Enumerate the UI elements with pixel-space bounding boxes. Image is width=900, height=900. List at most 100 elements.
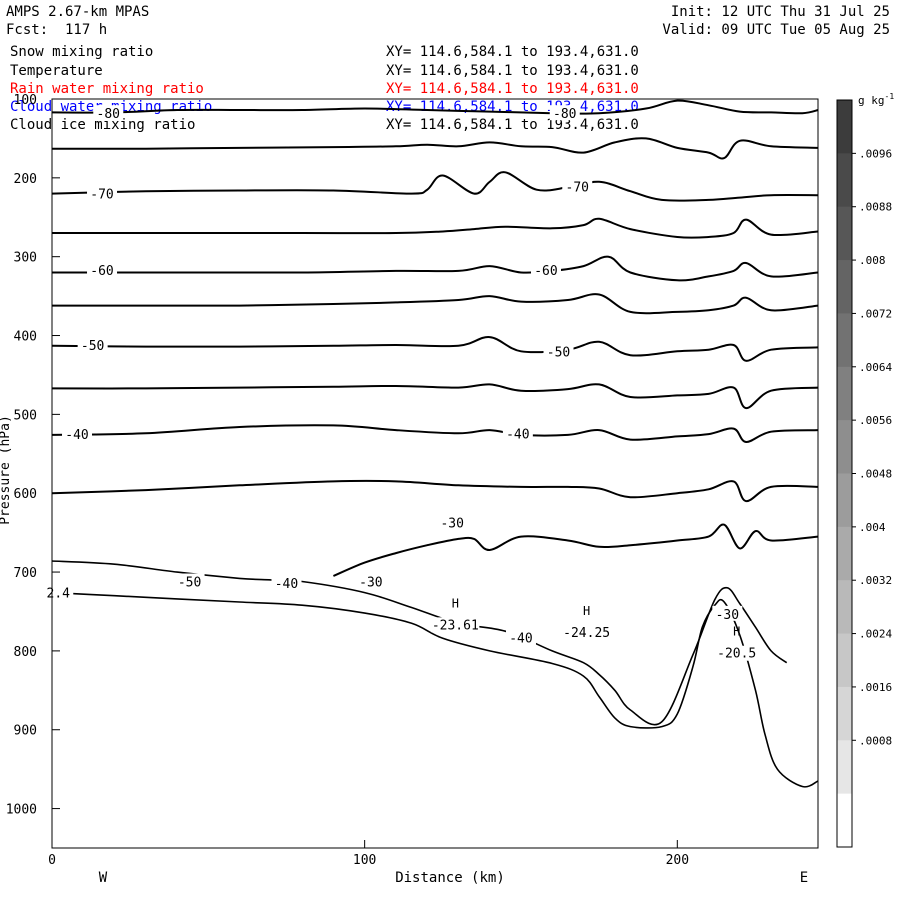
y-tick-label-600: 600 bbox=[14, 487, 37, 502]
contour-label-bg-5 bbox=[530, 262, 561, 278]
x-axis: 0 100 200 bbox=[48, 840, 689, 868]
isotherm-layer bbox=[51, 99, 819, 577]
contour-label-bg-8 bbox=[62, 426, 93, 442]
y-tick-label-200: 200 bbox=[14, 172, 37, 187]
high-marker-1: H bbox=[583, 604, 590, 618]
y-tick-label-300: 300 bbox=[14, 251, 37, 266]
contour-label-4: -60 bbox=[90, 264, 113, 279]
y-tick-label-500: 500 bbox=[14, 408, 37, 423]
contour-label-9: -40 bbox=[506, 427, 529, 442]
contour-label-bg-6 bbox=[77, 336, 108, 352]
isotherm-line-9 bbox=[51, 479, 819, 503]
contour-label-bg-3 bbox=[562, 178, 593, 194]
colorbar-label-8: .0032 bbox=[859, 574, 892, 587]
contour-label-7: -50 bbox=[547, 345, 570, 360]
contour-label-bg-10 bbox=[437, 514, 468, 530]
isotherm-line-4 bbox=[51, 255, 819, 282]
extremum-value-1: -24.25 bbox=[563, 626, 610, 641]
colorbar-label-11: .0008 bbox=[859, 734, 892, 747]
isotherm-line-1 bbox=[51, 137, 819, 160]
colorbar-swatch-6 bbox=[837, 420, 852, 474]
extremum-bg-1 bbox=[562, 625, 611, 641]
x-axis-label: Distance (km) bbox=[395, 870, 505, 886]
contour-label-15: -30 bbox=[716, 608, 739, 623]
isotherm-line-7 bbox=[51, 383, 819, 410]
surface-contour-0 bbox=[51, 591, 819, 788]
y-tick-label-400: 400 bbox=[14, 330, 37, 345]
extremum-bg-2 bbox=[712, 645, 761, 661]
y-tick-label-800: 800 bbox=[14, 645, 37, 660]
x-tick-label-200: 200 bbox=[666, 853, 689, 868]
colorbar-label-4: .0064 bbox=[859, 361, 892, 374]
y-tick-label-700: 700 bbox=[14, 566, 37, 581]
contour-label-1: -80 bbox=[553, 107, 576, 122]
colorbar-swatch-2 bbox=[837, 206, 852, 261]
isotherm-line-10 bbox=[333, 523, 819, 577]
isotherm-line-8 bbox=[51, 424, 819, 443]
extremum-value-2: -20.5 bbox=[717, 647, 756, 662]
contour-label-14: -40 bbox=[509, 631, 532, 646]
contour-label-bg-7 bbox=[543, 343, 574, 359]
field-temperature-xy: XY= 114.6,584.1 to 193.4,631.0 bbox=[386, 63, 639, 79]
y-tick-label-100: 100 bbox=[14, 93, 37, 108]
init-time: Init: 12 UTC Thu 31 Jul 25 bbox=[670, 4, 890, 20]
field-rain-xy: XY= 114.6,584.1 to 193.4,631.0 bbox=[386, 81, 639, 97]
contour-label-layer: -80 -80 -70 -70 -60 -60 -50 -50 -40 -40 -30 -50 -40 -… bbox=[43, 105, 761, 662]
colorbar-label-9: .0024 bbox=[859, 628, 892, 641]
colorbar-label-6: .0048 bbox=[859, 468, 892, 481]
contour-label-16: 2.4 bbox=[47, 587, 71, 602]
model-title: AMPS 2.67-km MPAS bbox=[6, 4, 150, 20]
field-cloudice-xy: XY= 114.6,584.1 to 193.4,631.0 bbox=[386, 117, 639, 133]
contour-label-11: -50 bbox=[178, 576, 201, 591]
extremum-value-0: -23.61 bbox=[432, 618, 479, 633]
contour-label-13: -30 bbox=[359, 576, 382, 591]
contour-label-bg-11 bbox=[174, 573, 205, 589]
field-cloudice-name: Cloud ice mixing ratio bbox=[10, 117, 196, 133]
contour-label-5: -60 bbox=[534, 264, 557, 279]
contour-label-bg-13 bbox=[355, 573, 386, 589]
plot-frame bbox=[51, 98, 819, 849]
colorbar-swatch-13 bbox=[837, 793, 852, 848]
contour-label-bg-14 bbox=[505, 629, 536, 645]
direction-east: E bbox=[800, 870, 808, 886]
field-snow-name: Snow mixing ratio bbox=[10, 44, 154, 60]
colorbar-swatch-11 bbox=[837, 686, 852, 741]
colorbar-swatch-10 bbox=[837, 633, 852, 688]
colorbar-swatch-3 bbox=[837, 260, 852, 314]
surface-contour-1 bbox=[51, 560, 788, 726]
y-tick-label-1000: 1000 bbox=[6, 803, 37, 818]
colorbar-swatch-8 bbox=[837, 526, 852, 581]
colorbar-swatch-4 bbox=[837, 313, 852, 368]
y-tick-label-900: 900 bbox=[14, 724, 37, 739]
isotherm-line-6 bbox=[51, 336, 819, 362]
colorbar-unit: g kg-1 bbox=[858, 92, 894, 107]
high-marker-0: H bbox=[452, 596, 459, 610]
contour-label-bg-15 bbox=[712, 605, 743, 621]
colorbar-label-3: .0072 bbox=[859, 307, 892, 320]
colorbar-swatch-9 bbox=[837, 580, 852, 635]
contour-label-0: -80 bbox=[97, 107, 120, 122]
field-snow-xy: XY= 114.6,584.1 to 193.4,631.0 bbox=[386, 44, 639, 60]
field-temperature-name: Temperature bbox=[10, 63, 103, 79]
y-axis-label: Pressure (hPa) bbox=[0, 415, 13, 525]
isotherm-line-5 bbox=[52, 293, 819, 315]
contour-label-bg-0 bbox=[93, 105, 124, 121]
contour-label-bg-16 bbox=[43, 584, 74, 600]
colorbar-swatch-5 bbox=[837, 366, 852, 421]
colorbar-label-2: .008 bbox=[859, 254, 886, 267]
direction-west: W bbox=[99, 870, 108, 886]
surface-layer bbox=[51, 560, 819, 788]
colorbar-label-1: .0088 bbox=[859, 201, 892, 214]
contour-label-3: -70 bbox=[566, 181, 589, 196]
contour-label-bg-2 bbox=[87, 185, 118, 201]
y-axis: 100 200 300 400 500 600 700 800 900 1000 bbox=[6, 93, 60, 818]
isotherm-line-0 bbox=[51, 99, 819, 115]
contour-label-2: -70 bbox=[90, 188, 113, 203]
valid-time: Valid: 09 UTC Tue 05 Aug 25 bbox=[662, 22, 890, 38]
contour-label-10: -30 bbox=[440, 516, 463, 531]
colorbar-swatch-0 bbox=[837, 100, 852, 154]
colorbar-swatch-12 bbox=[837, 740, 852, 795]
forecast-hour: Fcst: 117 h bbox=[6, 22, 108, 38]
contour-label-bg-4 bbox=[87, 262, 118, 278]
colorbar-label-10: .0016 bbox=[859, 681, 892, 694]
